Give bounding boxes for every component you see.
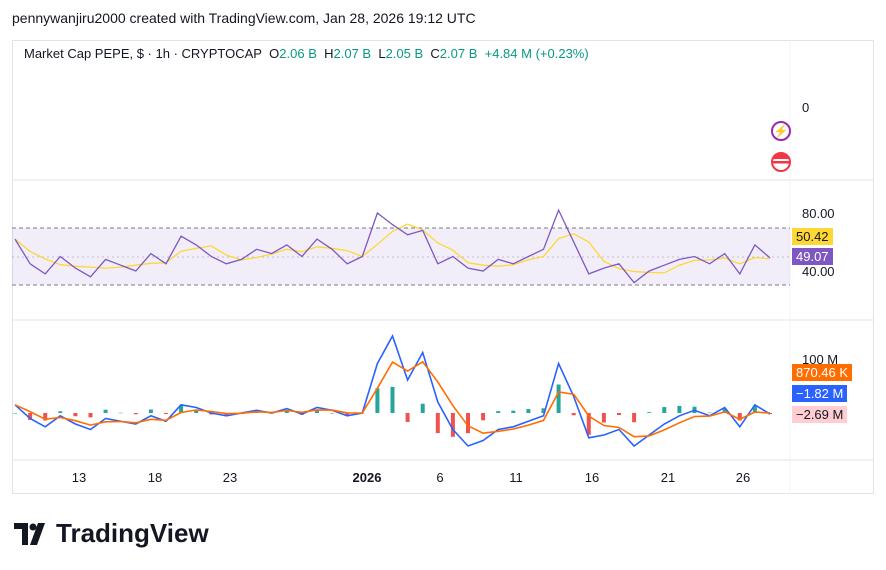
rsi-value-label: 49.07 — [792, 248, 833, 265]
attribution-header: pennywanjiru2000 created with TradingVie… — [12, 10, 476, 26]
macd-histogram-bar — [466, 413, 470, 434]
macd-histogram-bar — [405, 413, 410, 422]
macd-histogram-bar — [511, 410, 516, 413]
rsi-ma-value-label: 50.42 — [792, 228, 833, 245]
macd-histogram-bar — [148, 409, 153, 413]
low-label: L — [378, 46, 386, 61]
macd-histogram-bar — [375, 388, 380, 413]
logo-text: TradingView — [56, 518, 209, 548]
lightning-event-icon[interactable]: ⚡ — [771, 121, 791, 141]
time-axis-tick: 23 — [222, 470, 238, 485]
tradingview-logo-icon — [14, 522, 45, 545]
chart-frame[interactable] — [12, 40, 874, 494]
macd-histogram-bar — [677, 405, 682, 413]
time-axis-tick: 18 — [147, 470, 163, 485]
high-value: 2.07 B — [333, 46, 372, 61]
macd-histogram-bar — [284, 411, 289, 413]
tradingview-logo[interactable]: TradingView — [14, 518, 209, 549]
macd-histogram-bar — [73, 413, 78, 417]
low-value: 2.05 B — [385, 46, 424, 61]
macd-histogram-bar — [526, 409, 531, 413]
macd-histogram-bar — [390, 386, 395, 413]
macd-histogram-bar — [450, 413, 455, 437]
macd-axis-100m: 100 M — [802, 352, 839, 367]
macd-histogram-bar — [28, 413, 33, 420]
macd-histogram-bar — [435, 413, 440, 434]
symbol-legend: Market Cap PEPE, $ · 1h · CRYPTOCAP O2.0… — [24, 46, 589, 61]
macd-histogram-bar — [481, 413, 486, 421]
time-axis-tick: 11 — [509, 470, 523, 485]
time-axis-tick: 13 — [71, 470, 87, 485]
rsi-band — [12, 228, 790, 285]
macd-histogram-bar — [571, 413, 576, 416]
open-value: 2.06 B — [279, 46, 317, 61]
macd-histogram-bar — [617, 413, 621, 416]
histogram-value-label: −2.69 M — [792, 406, 848, 423]
time-axis-tick: 2026 — [352, 470, 382, 485]
macd-histogram-bar — [13, 413, 17, 414]
macd-histogram-bar — [496, 411, 501, 413]
macd-histogram-bar — [556, 384, 561, 413]
close-label: C — [430, 46, 440, 61]
rsi-line — [14, 208, 771, 284]
time-axis-tick: 21 — [660, 470, 676, 485]
symbol-title[interactable]: Market Cap PEPE, $ · 1h · CRYPTOCAP — [24, 46, 262, 61]
macd-histogram-bar — [43, 413, 48, 421]
signal-line — [14, 360, 771, 438]
macd-histogram-bar — [420, 403, 425, 413]
signal-value-label: 870.46 K — [792, 364, 853, 381]
macd-histogram-bar — [632, 413, 637, 423]
macd-histogram-bar — [179, 405, 184, 413]
macd-histogram-bar — [647, 412, 652, 413]
macd-histogram-bar — [330, 413, 335, 414]
macd-histogram-bar — [737, 413, 742, 421]
rsi-axis-40: 40.00 — [802, 264, 835, 279]
time-axis-tick: 6 — [436, 470, 444, 485]
macd-histogram-bar — [722, 408, 727, 413]
macd-histogram-bar — [103, 409, 108, 413]
macd-histogram-bar — [752, 405, 757, 413]
time-axis-tick: 16 — [584, 470, 600, 485]
macd-histogram-bar — [164, 413, 168, 414]
macd-histogram-bar — [662, 407, 667, 413]
us-flag-event-icon[interactable] — [771, 152, 791, 172]
macd-histogram-bar — [586, 413, 591, 435]
open-label: O — [269, 46, 280, 61]
macd-histogram-bar — [88, 413, 93, 418]
macd-value-label: −1.82 M — [792, 385, 848, 402]
macd-histogram-bar — [58, 411, 63, 413]
macd-histogram-bar — [541, 408, 546, 413]
macd-histogram-bar — [601, 413, 606, 423]
macd-histogram-bar — [345, 413, 350, 416]
macd-histogram-bar — [194, 410, 199, 413]
rsi-axis-80: 80.00 — [802, 206, 835, 221]
price-axis-zero: 0 — [802, 100, 810, 115]
change-value: +4.84 M (+0.23%) — [484, 46, 589, 61]
macd-histogram-bar — [118, 412, 123, 414]
macd-histogram-bar — [707, 412, 712, 414]
high-label: H — [324, 46, 334, 61]
close-value: 2.07 B — [439, 46, 478, 61]
macd-histogram-bar — [133, 413, 138, 415]
macd-histogram-bar — [315, 410, 319, 413]
time-axis-tick: 26 — [735, 470, 751, 485]
